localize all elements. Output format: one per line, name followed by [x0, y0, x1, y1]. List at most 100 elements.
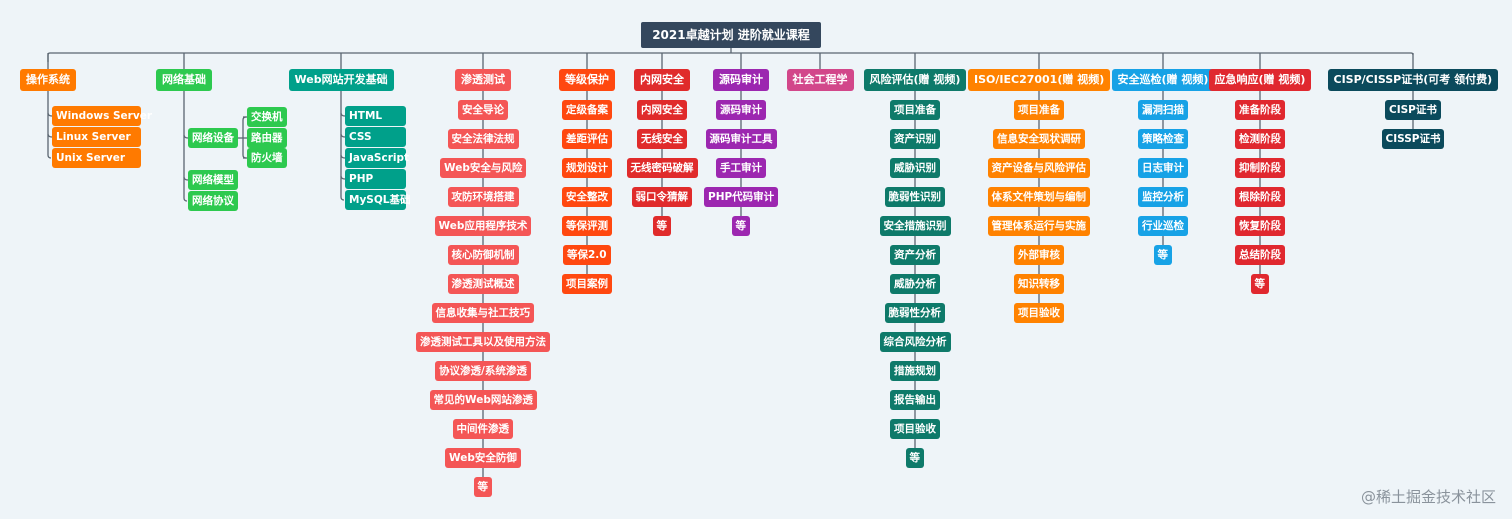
connector	[340, 175, 346, 180]
child-node[interactable]: 安全法律法规	[447, 129, 519, 149]
child-node[interactable]: 中间件渗透	[452, 419, 513, 439]
child-node[interactable]: Linux Server	[52, 127, 141, 147]
child-node[interactable]: Unix Server	[52, 148, 141, 168]
child-node[interactable]: HTML	[345, 106, 406, 126]
child-node[interactable]: 内网安全	[637, 100, 687, 120]
child-node[interactable]: 安全措施识别	[879, 216, 951, 236]
child-node[interactable]: 项目准备	[890, 100, 940, 120]
child-node[interactable]: Web安全与风险	[440, 158, 527, 178]
branch-12[interactable]: CISP/CISSP证书(可考 领付费)	[1327, 69, 1499, 91]
child-node[interactable]: 等	[473, 477, 492, 497]
connector	[183, 134, 189, 139]
branch-5[interactable]: 内网安全	[634, 69, 690, 91]
branch-9[interactable]: ISO/IEC27001(赠 视频)	[968, 69, 1111, 91]
child-node[interactable]: CISP证书	[1385, 100, 1441, 120]
child-node[interactable]: 安全导论	[458, 100, 508, 120]
child-node[interactable]: 资产分析	[890, 245, 940, 265]
child-node[interactable]: 源码审计	[716, 100, 766, 120]
child-node[interactable]: 常见的Web网站渗透	[429, 390, 537, 410]
child-node[interactable]: 弱口令猜解	[631, 187, 692, 207]
child-node[interactable]: 项目准备	[1014, 100, 1064, 120]
child-node[interactable]: 定级备案	[562, 100, 612, 120]
child-node[interactable]: Web应用程序技术	[434, 216, 532, 236]
child-node[interactable]: 威胁识别	[890, 158, 940, 178]
child-node[interactable]: PHP代码审计	[704, 187, 779, 207]
child-node[interactable]: 总结阶段	[1235, 245, 1285, 265]
child-node[interactable]: 核心防御机制	[447, 245, 519, 265]
branch-2[interactable]: Web网站开发基础	[288, 69, 394, 91]
branch-7[interactable]: 社会工程学	[786, 69, 854, 91]
child-node[interactable]: Windows Server	[52, 106, 152, 126]
child-node[interactable]: 脆弱性分析	[884, 303, 945, 323]
child-node[interactable]: 项目验收	[1014, 303, 1064, 323]
branch-0[interactable]: 操作系统	[20, 69, 76, 91]
child-node[interactable]: 无线安全	[637, 129, 687, 149]
child-node[interactable]: 网络协议	[188, 191, 238, 211]
child-node[interactable]: 信息安全现状调研	[993, 129, 1085, 149]
grandchild-node[interactable]: 路由器	[247, 128, 287, 148]
child-node[interactable]: 网络设备	[188, 128, 238, 148]
child-node[interactable]: 等	[1153, 245, 1172, 265]
child-node[interactable]: 差距评估	[562, 129, 612, 149]
child-node[interactable]: 无线密码破解	[626, 158, 698, 178]
branch-3[interactable]: 渗透测试	[455, 69, 511, 91]
child-node[interactable]: 体系文件策划与编制	[987, 187, 1090, 207]
child-node[interactable]: 监控分析	[1138, 187, 1188, 207]
child-node[interactable]: JavaScript	[345, 148, 409, 168]
child-node[interactable]: 措施规划	[890, 361, 940, 381]
child-node[interactable]: 行业巡检	[1138, 216, 1188, 236]
child-node[interactable]: 资产设备与风险评估	[987, 158, 1090, 178]
branch-10[interactable]: 安全巡检(赠 视频)	[1111, 69, 1215, 91]
connector	[47, 52, 1414, 62]
child-node[interactable]: PHP	[345, 169, 406, 189]
child-node[interactable]: 外部审核	[1014, 245, 1064, 265]
root-node[interactable]: 2021卓越计划 进阶就业课程	[641, 22, 821, 48]
child-node[interactable]: 抑制阶段	[1235, 158, 1285, 178]
child-node[interactable]: 信息收集与社工技巧	[431, 303, 534, 323]
child-node[interactable]: 协议渗透/系统渗透	[435, 361, 531, 381]
child-node[interactable]: 渗透测试工具以及使用方法	[416, 332, 550, 352]
child-node[interactable]: 日志审计	[1138, 158, 1188, 178]
child-node[interactable]: 威胁分析	[890, 274, 940, 294]
child-node[interactable]: 网络模型	[188, 170, 238, 190]
connector	[183, 91, 188, 202]
child-node[interactable]: 手工审计	[716, 158, 766, 178]
child-node[interactable]: Web安全防御	[445, 448, 521, 468]
child-node[interactable]: 准备阶段	[1235, 100, 1285, 120]
child-node[interactable]: 渗透测试概述	[447, 274, 519, 294]
branch-11[interactable]: 应急响应(赠 视频)	[1208, 69, 1312, 91]
child-node[interactable]: 等保评测	[562, 216, 612, 236]
grandchild-node[interactable]: 交换机	[247, 107, 287, 127]
child-node[interactable]: 知识转移	[1014, 274, 1064, 294]
child-node[interactable]: 恢复阶段	[1235, 216, 1285, 236]
child-node[interactable]: 项目案例	[562, 274, 612, 294]
child-node[interactable]: CSS	[345, 127, 406, 147]
child-node[interactable]: 规划设计	[562, 158, 612, 178]
child-node[interactable]: 脆弱性识别	[884, 187, 945, 207]
child-node[interactable]: 项目验收	[890, 419, 940, 439]
child-node[interactable]: 管理体系运行与实施	[987, 216, 1090, 236]
child-node[interactable]: 攻防环境搭建	[447, 187, 519, 207]
watermark: @稀土掘金技术社区	[1360, 488, 1496, 506]
child-node[interactable]: 综合风险分析	[879, 332, 951, 352]
branch-6[interactable]: 源码审计	[713, 69, 769, 91]
child-node[interactable]: 根除阶段	[1235, 187, 1285, 207]
child-node[interactable]: 资产识别	[890, 129, 940, 149]
child-node[interactable]: 等	[1250, 274, 1269, 294]
branch-4[interactable]: 等级保护	[559, 69, 615, 91]
child-node[interactable]: 策略检查	[1138, 129, 1188, 149]
child-node[interactable]: 等保2.0	[563, 245, 611, 265]
child-node[interactable]: 等	[652, 216, 671, 236]
child-node[interactable]: 漏洞扫描	[1138, 100, 1188, 120]
child-node[interactable]: MySQL基础	[345, 190, 410, 210]
child-node[interactable]: 源码审计工具	[705, 129, 777, 149]
branch-1[interactable]: 网络基础	[156, 69, 212, 91]
child-node[interactable]: CISSP证书	[1381, 129, 1445, 149]
child-node[interactable]: 检测阶段	[1235, 129, 1285, 149]
branch-8[interactable]: 风险评估(赠 视频)	[863, 69, 967, 91]
child-node[interactable]: 等	[731, 216, 750, 236]
child-node[interactable]: 安全整改	[562, 187, 612, 207]
child-node[interactable]: 等	[905, 448, 924, 468]
grandchild-node[interactable]: 防火墙	[247, 148, 287, 168]
child-node[interactable]: 报告输出	[890, 390, 940, 410]
